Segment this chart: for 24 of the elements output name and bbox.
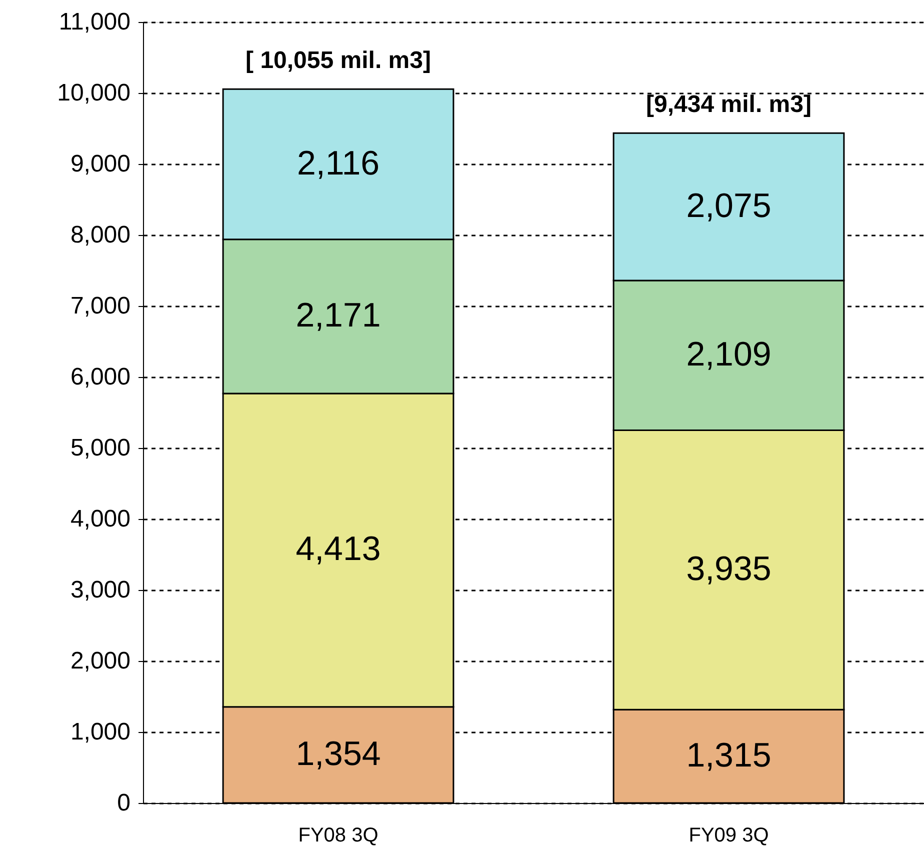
data-label: 1,354	[296, 734, 381, 773]
y-tick-label: 0	[117, 790, 130, 816]
data-label: 2,109	[686, 335, 772, 374]
data-label: 1,315	[686, 736, 772, 774]
y-tick-label: 8,000	[70, 222, 130, 248]
data-label: 2,171	[296, 296, 381, 334]
total-label: [ 10,055 mil. m3]	[246, 47, 431, 74]
y-tick-label: 5,000	[70, 434, 130, 462]
y-tick-label: 2,000	[70, 648, 130, 674]
total-label: [9,434 mil. m3]	[646, 91, 812, 118]
y-tick-label: 11,000	[58, 8, 130, 36]
y-tick-label: 7,000	[70, 292, 130, 320]
y-tick-label: 1,000	[70, 718, 130, 746]
y-tick-label: 9,000	[70, 150, 130, 178]
x-tick-label: FY08 3Q	[298, 824, 378, 846]
y-tick-label: 3,000	[70, 576, 130, 604]
data-label: 2,075	[686, 186, 772, 225]
data-label: 3,935	[686, 550, 772, 588]
y-tick-label: 10,000	[57, 80, 130, 106]
x-tick-label: FY09 3Q	[688, 824, 769, 846]
data-label: 2,116	[296, 144, 380, 182]
data-label: 4,413	[296, 530, 381, 568]
y-tick-label: 4,000	[70, 506, 130, 532]
y-tick-label: 6,000	[70, 364, 130, 390]
